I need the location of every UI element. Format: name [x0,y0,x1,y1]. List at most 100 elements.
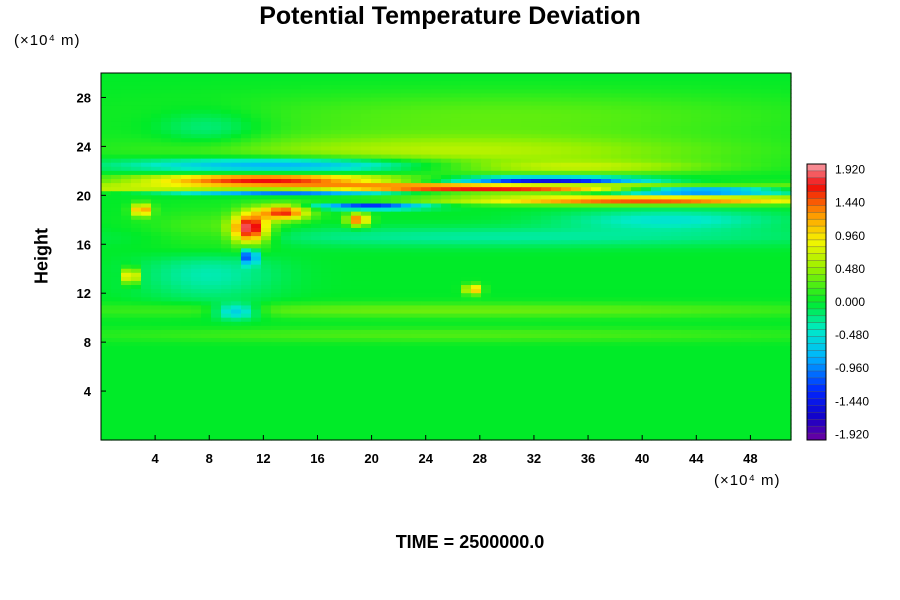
heatmap-cell [461,150,472,156]
heatmap-cell [641,260,652,266]
heatmap-cell [221,240,232,245]
heatmap-cell [351,191,362,196]
heatmap-cell [421,297,432,302]
heatmap-cell [601,134,612,139]
heatmap-cell [451,134,462,139]
heatmap-cell [461,297,472,302]
heatmap-cell [601,109,612,115]
heatmap-cell [181,227,192,233]
heatmap-cell [631,260,642,266]
heatmap-cell [411,256,422,262]
heatmap-cell [221,313,232,319]
heatmap-cell [211,325,222,331]
heatmap-cell [191,329,202,335]
heatmap-cell [341,81,352,86]
heatmap-cell [131,89,142,94]
heatmap-cell [481,158,492,164]
heatmap-cell [401,362,412,368]
heatmap-cell [171,121,182,127]
heatmap-cell [711,113,722,119]
heatmap-cell [401,162,412,168]
heatmap-cell [581,154,592,160]
heatmap-cell [391,130,402,135]
heatmap-cell [491,187,502,192]
heatmap-cell [561,150,572,156]
heatmap-cell [441,350,452,355]
heatmap-cell [281,207,292,213]
heatmap-cell [781,97,792,103]
heatmap-cell [681,162,692,168]
heatmap-cell [381,232,392,237]
heatmap-cell [211,158,222,164]
heatmap-cell [651,166,662,172]
heatmap-cell [111,236,122,241]
heatmap-cell [671,342,682,347]
heatmap-cell [161,338,172,343]
heatmap-cell [411,305,422,311]
heatmap-cell [551,154,562,160]
heatmap-cell [261,268,272,274]
heatmap-cell [101,260,112,266]
heatmap-cell [471,276,482,282]
heatmap-cell [741,162,752,168]
heatmap-cell [281,89,292,94]
heatmap-cell [121,81,132,86]
heatmap-cell [141,260,152,266]
heatmap-cell [401,268,412,274]
heatmap-cell [541,121,552,127]
heatmap-cell [321,317,332,323]
heatmap-cell [511,342,522,347]
heatmap-cell [231,89,242,94]
heatmap-cell [161,126,172,131]
heatmap-cell [621,77,632,82]
heatmap-cell [461,89,472,94]
heatmap-cell [451,199,462,205]
heatmap-cell [351,223,362,229]
heatmap-cell [371,146,382,152]
heatmap-cell [351,195,362,201]
heatmap-cell [361,170,372,176]
heatmap-cell [531,183,542,188]
heatmap-cell [271,85,282,90]
heatmap-cell [351,272,362,278]
heatmap-cell [301,195,312,201]
heatmap-cell [161,227,172,233]
heatmap-cell [771,199,782,205]
heatmap-cell [781,309,792,315]
heatmap-cell [251,199,262,205]
heatmap-cell [111,264,122,270]
heatmap-cell [591,138,602,143]
heatmap-cell [281,146,292,152]
heatmap-cell [311,183,322,188]
heatmap-cell [681,73,692,78]
heatmap-cell [681,219,692,225]
heatmap-cell [601,244,612,249]
heatmap-cell [621,150,632,156]
heatmap-cell [341,211,352,217]
heatmap-cell [691,203,702,209]
heatmap-cell [131,215,142,221]
heatmap-cell [431,207,442,213]
heatmap-cell [661,166,672,172]
heatmap-cell [751,195,762,201]
heatmap-cell [391,191,402,196]
heatmap-cell [691,77,702,82]
heatmap-cell [321,219,332,225]
heatmap-cell [471,162,482,168]
heatmap-cell [451,313,462,319]
heatmap-cell [711,154,722,160]
heatmap-cell [391,101,402,107]
heatmap-cell [131,227,142,233]
heatmap-cell [221,199,232,205]
heatmap-cell [421,73,432,78]
heatmap-cell [491,227,502,233]
heatmap-cell [661,211,672,217]
heatmap-cell [491,333,502,339]
heatmap-cell [691,338,702,343]
heatmap-cell [241,130,252,135]
heatmap-cell [581,289,592,294]
heatmap-cell [241,146,252,152]
heatmap-cell [211,219,222,225]
heatmap-cell [371,154,382,160]
heatmap-cell [771,358,782,364]
